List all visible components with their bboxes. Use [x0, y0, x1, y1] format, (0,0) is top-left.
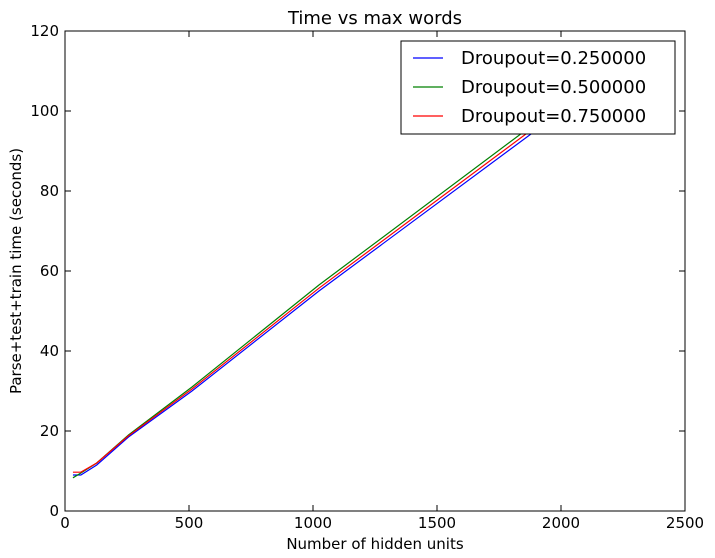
series-line-2 — [72, 94, 574, 479]
series-layer — [72, 94, 574, 479]
y-tick-label: 60 — [40, 262, 59, 280]
chart-title: Time vs max words — [287, 8, 462, 29]
series-line-1 — [72, 102, 574, 476]
x-tick-label: 1500 — [418, 514, 456, 532]
y-tick-label: 0 — [49, 502, 59, 520]
y-tick-label: 80 — [40, 182, 59, 200]
y-axis-label: Parse+test+train time (seconds) — [7, 148, 25, 394]
y-tick-label: 40 — [40, 342, 59, 360]
x-tick-label: 1000 — [294, 514, 332, 532]
y-tick-label: 20 — [40, 422, 59, 440]
y-tick-label: 120 — [30, 22, 59, 40]
legend: Droupout=0.250000 Droupout=0.500000 Droupo… — [400, 40, 676, 135]
x-tick-label: 500 — [175, 514, 204, 532]
tick-layer: 0 500 1000 1500 2000 2500 0 20 40 60 80 100 120 — [30, 22, 704, 532]
legend-box — [400, 40, 676, 135]
legend-label-2: Droupout=0.500000 — [461, 77, 646, 98]
x-tick-label: 2500 — [666, 514, 704, 532]
y-tick-label: 100 — [30, 102, 59, 120]
x-tick-label: 0 — [60, 514, 70, 532]
legend-label-3: Droupout=0.750000 — [461, 106, 646, 127]
legend-label-1: Droupout=0.250000 — [461, 48, 646, 69]
x-axis-label: Number of hidden units — [286, 535, 464, 553]
series-line-3 — [72, 98, 574, 473]
x-tick-label: 2000 — [542, 514, 580, 532]
